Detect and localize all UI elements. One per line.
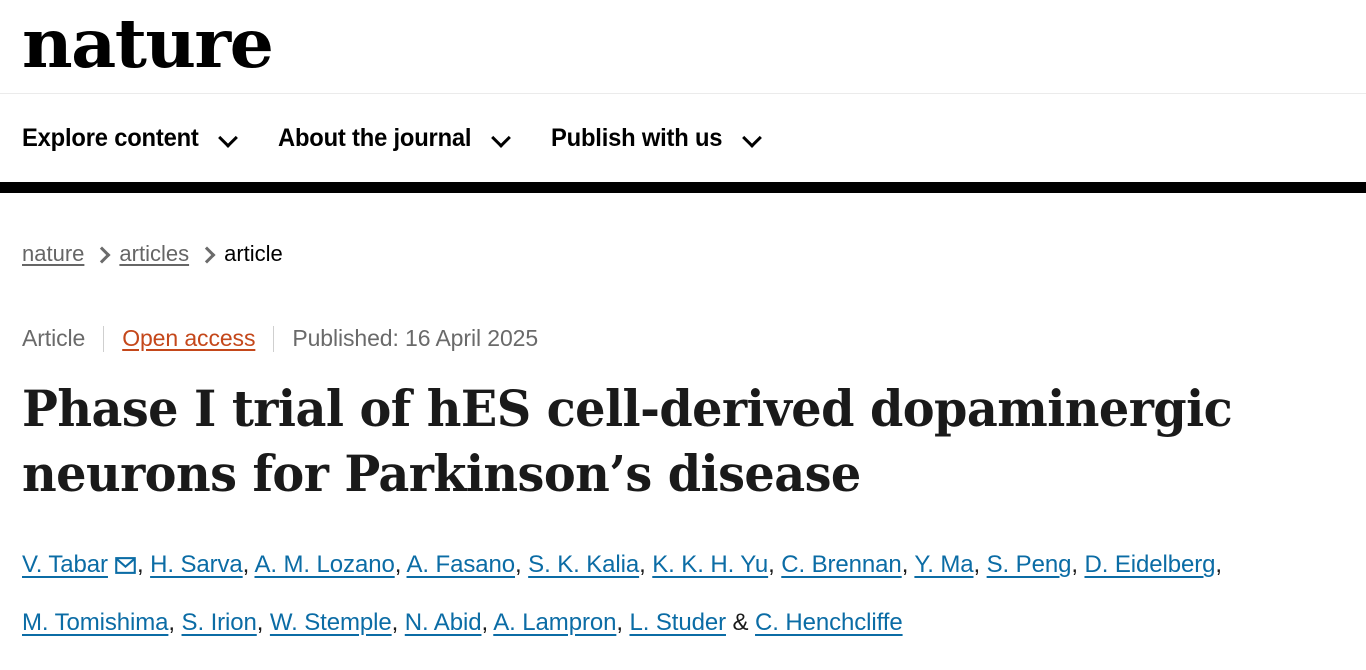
nav-item-label: Publish with us xyxy=(551,123,723,152)
nav-item-publish-with-us[interactable]: Publish with us xyxy=(551,124,759,153)
primary-navigation: Explore content About the journal Publis… xyxy=(0,94,1366,182)
author-link[interactable]: M. Tomishima xyxy=(22,609,169,636)
author-link[interactable]: V. Tabar xyxy=(22,551,108,578)
chevron-down-icon xyxy=(493,130,509,146)
author-list: V. Tabar, H. Sarva, A. M. Lozano, A. Fas… xyxy=(22,536,1344,652)
meta-divider xyxy=(103,325,105,352)
author-link[interactable]: S. Irion xyxy=(181,609,257,636)
breadcrumb-item-articles[interactable]: articles xyxy=(119,241,190,266)
page-title: Phase I trial of hES cell-derived dopami… xyxy=(22,379,1233,503)
nav-item-label: About the journal xyxy=(277,123,472,152)
author-separator-comma: , xyxy=(1215,551,1222,578)
article-meta: Article Open access Published: 16 April … xyxy=(22,325,1344,352)
site-masthead: nature xyxy=(0,0,1366,94)
nav-item-label: Explore content xyxy=(22,123,199,152)
author-link[interactable]: C. Brennan xyxy=(781,551,902,578)
author-link[interactable]: Y. Ma xyxy=(914,551,974,578)
author-link[interactable]: N. Abid xyxy=(404,609,482,636)
author-link[interactable]: K. K. H. Yu xyxy=(652,551,769,578)
author-separator-comma: , xyxy=(168,609,182,636)
chevron-down-icon xyxy=(220,130,236,146)
author-link[interactable]: H. Sarva xyxy=(150,551,243,578)
author-separator-comma: , xyxy=(616,609,630,636)
author-separator-comma: , xyxy=(256,609,270,636)
author-link[interactable]: C. Henchcliffe xyxy=(755,609,903,636)
author-separator-comma: , xyxy=(768,551,782,578)
author-link[interactable]: L. Studer xyxy=(629,609,726,636)
author-link[interactable]: A. M. Lozano xyxy=(254,551,395,578)
author-link[interactable]: S. Peng xyxy=(986,551,1072,578)
article-content: nature articles article Article Open acc… xyxy=(0,193,1366,652)
author-link[interactable]: A. Lampron xyxy=(493,609,617,636)
nav-item-about-the-journal[interactable]: About the journal xyxy=(278,124,510,153)
author-separator-comma: , xyxy=(515,551,529,578)
author-separator-comma: , xyxy=(481,609,494,636)
published-date: Published: 16 April 2025 xyxy=(292,325,539,351)
breadcrumb: nature articles article xyxy=(22,193,1344,267)
author-separator-comma: , xyxy=(136,551,151,578)
breadcrumb-item-article: article xyxy=(224,241,283,266)
article-page: nature Explore content About the journal… xyxy=(0,0,1366,652)
author-link[interactable]: S. K. Kalia xyxy=(528,551,640,578)
chevron-right-icon xyxy=(200,248,213,261)
author-separator-comma: , xyxy=(1071,551,1085,578)
nav-item-explore-content[interactable]: Explore content xyxy=(22,124,236,153)
author-separator-comma: , xyxy=(242,551,255,578)
chevron-down-icon xyxy=(744,130,760,146)
author-link[interactable]: D. Eidelberg xyxy=(1084,551,1216,578)
header-black-rule xyxy=(0,182,1366,193)
author-separator-comma: , xyxy=(973,551,987,578)
nature-logo[interactable]: nature xyxy=(22,4,274,83)
open-access-link[interactable]: Open access xyxy=(122,325,256,351)
chevron-right-icon xyxy=(95,248,108,261)
author-link[interactable]: W. Stemple xyxy=(269,609,392,636)
article-type-label: Article xyxy=(22,325,86,351)
author-separator-comma: , xyxy=(394,551,407,578)
meta-divider xyxy=(273,325,275,352)
author-separator-comma: , xyxy=(639,551,653,578)
author-separator-comma: , xyxy=(901,551,915,578)
breadcrumb-item-nature[interactable]: nature xyxy=(22,241,85,266)
author-separator-amp: & xyxy=(725,609,756,636)
author-separator-comma: , xyxy=(391,609,405,636)
envelope-icon[interactable] xyxy=(115,538,136,574)
author-link[interactable]: A. Fasano xyxy=(406,551,516,578)
